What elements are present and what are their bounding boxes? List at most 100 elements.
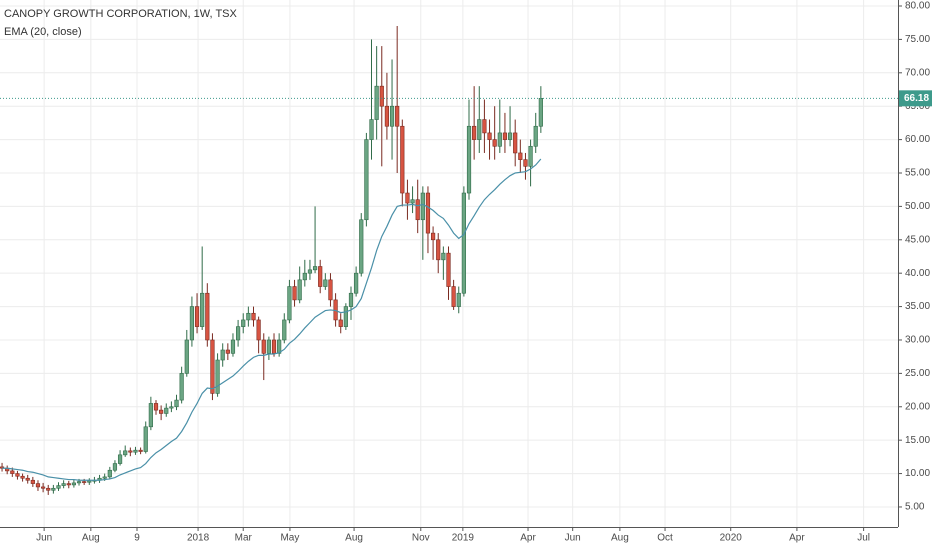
x-tick-label: May (280, 533, 299, 544)
candle (194, 293, 200, 334)
candle (220, 343, 225, 367)
y-tick-label: 50.00 (905, 201, 930, 212)
candle-body (472, 125, 477, 140)
candle (169, 401, 174, 413)
candle (266, 336, 271, 361)
candle-body (323, 279, 328, 287)
candle-body (369, 119, 374, 140)
candle (148, 396, 153, 431)
candle-body (256, 319, 261, 341)
candle-body (123, 450, 128, 456)
candle (287, 279, 292, 324)
candle-body (395, 105, 400, 127)
candle-body (538, 98, 543, 127)
candle (492, 106, 497, 160)
candle-body (364, 139, 369, 221)
candle (61, 480, 66, 489)
candle (230, 333, 236, 357)
candle-body (220, 349, 225, 361)
candle (225, 343, 230, 361)
candle-body (466, 125, 472, 194)
candle (307, 259, 313, 280)
y-tick-label: 25.00 (905, 368, 930, 379)
candle-body (230, 339, 236, 354)
candle-body (261, 339, 266, 354)
x-tick-label: Aug (611, 533, 629, 544)
candle-body (451, 286, 456, 307)
candle (189, 296, 195, 347)
candle (318, 259, 323, 294)
candle (251, 306, 256, 327)
candle (400, 119, 405, 207)
candle (205, 283, 210, 347)
candle-body (307, 269, 313, 274)
y-tick-label: 5.00 (905, 502, 925, 513)
candle (395, 26, 400, 173)
candle (348, 286, 354, 320)
candle-body (112, 463, 118, 471)
candle (461, 186, 466, 297)
candle (236, 319, 241, 347)
candle-body (410, 199, 415, 204)
candle-body (528, 145, 533, 167)
y-tick-label: 60.00 (905, 134, 930, 145)
candle-body (133, 449, 138, 453)
candle (384, 72, 390, 140)
candle (430, 226, 436, 260)
candle (246, 306, 251, 327)
candle (159, 405, 164, 421)
candle-body (56, 485, 61, 489)
candle-body (10, 470, 15, 474)
candle (282, 313, 287, 344)
candle-body (318, 266, 323, 287)
candle-body (205, 292, 210, 341)
candle-body (271, 339, 277, 354)
candle (343, 303, 348, 330)
candle-body (46, 487, 51, 491)
candle-body (446, 252, 451, 287)
candle (379, 46, 384, 167)
candle-body (153, 403, 159, 411)
candle (112, 460, 118, 473)
candle-body (292, 286, 297, 301)
candle-body (502, 132, 508, 140)
candle (523, 152, 528, 180)
candle (71, 479, 76, 488)
candle (415, 179, 420, 234)
candle-body (189, 306, 195, 341)
y-tick-label: 70.00 (905, 67, 930, 78)
candle (184, 329, 189, 377)
candle (30, 476, 35, 487)
candle-body (82, 481, 87, 483)
candle (369, 39, 374, 160)
candle-body (379, 85, 384, 107)
x-tick-label: Jul (857, 533, 870, 544)
candle (215, 353, 220, 397)
candle (241, 313, 246, 334)
candle-body (117, 454, 123, 464)
candle (256, 316, 261, 354)
candle-body (236, 326, 241, 341)
candle-body (66, 483, 71, 486)
candle-body (400, 125, 405, 194)
candle-body (71, 482, 76, 486)
y-tick-label: 45.00 (905, 234, 930, 245)
candle-body (430, 232, 436, 241)
candle-body (405, 192, 410, 204)
candle-body (51, 487, 56, 491)
candle (128, 447, 133, 457)
y-tick-label: 55.00 (905, 168, 930, 179)
candle-body (200, 292, 205, 327)
candle-body (102, 476, 107, 479)
candle-body (174, 399, 179, 408)
candle (477, 86, 482, 153)
candle-body (61, 483, 66, 486)
candle (143, 421, 148, 454)
candle-body (282, 319, 287, 341)
candle-body (287, 286, 292, 321)
x-tick-label: Jun (565, 533, 581, 544)
y-tick-label: 80.00 (905, 1, 930, 12)
candle (200, 246, 205, 330)
candle-body (225, 349, 230, 354)
